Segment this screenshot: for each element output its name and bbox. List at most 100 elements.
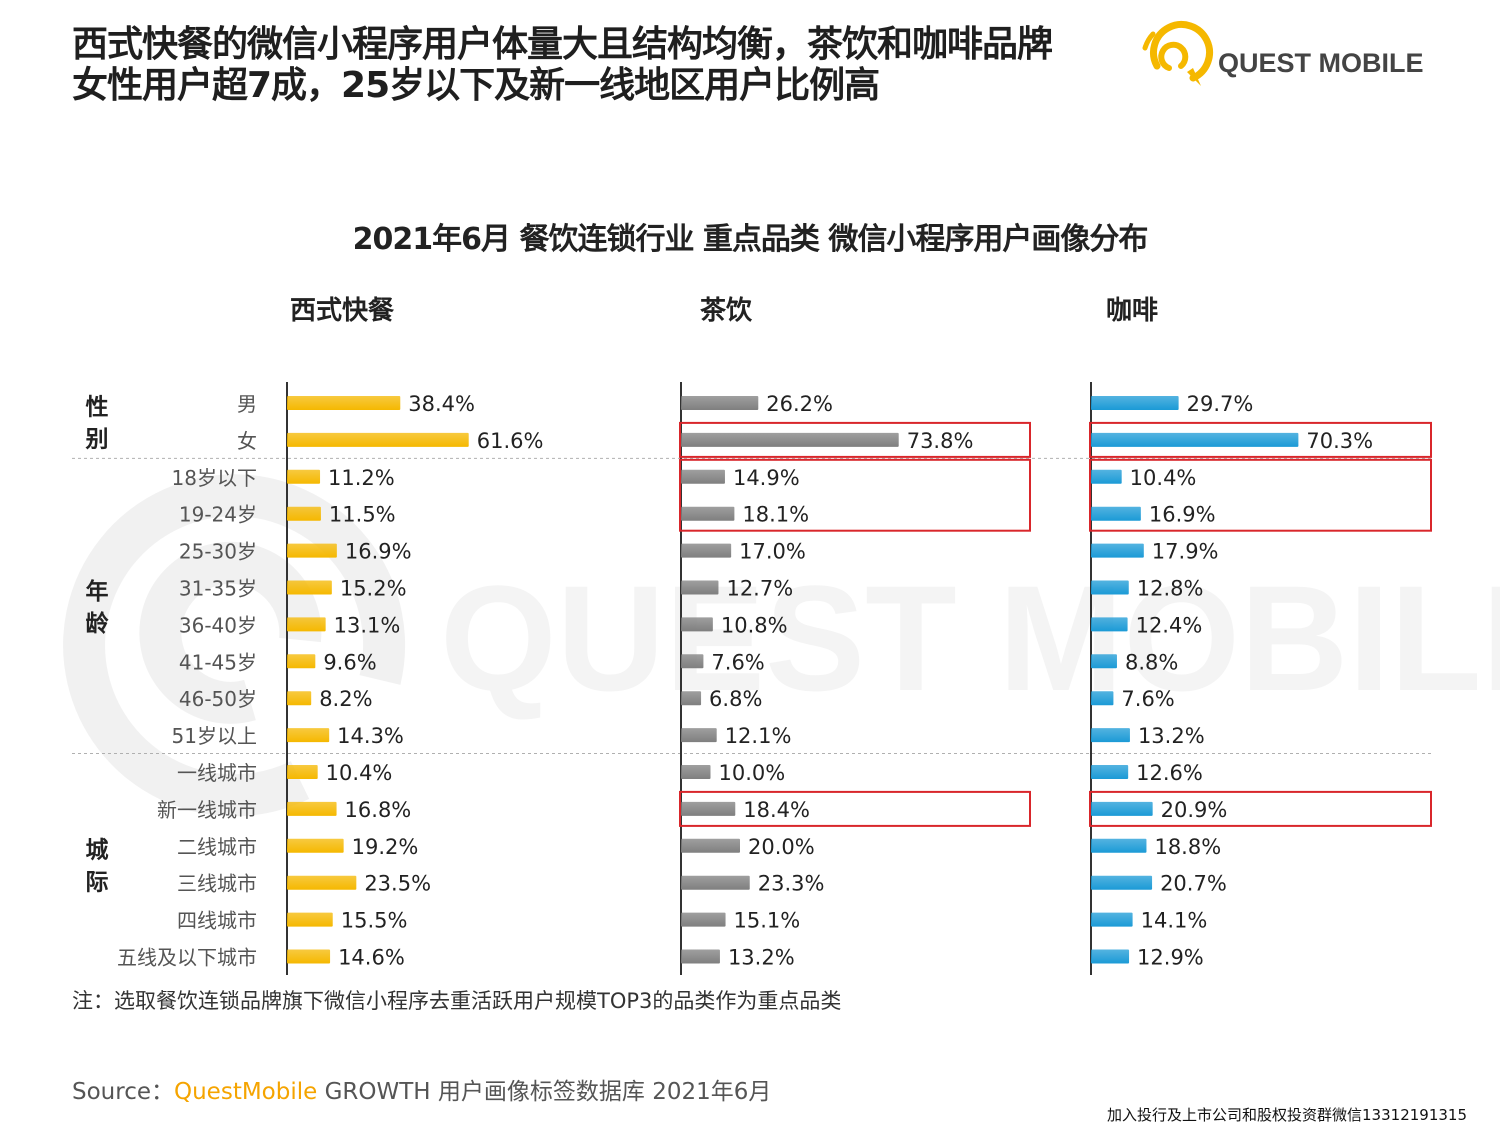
data-label: 18.1% [742, 503, 809, 527]
headline-line-1: 西式快餐的微信小程序用户体量大且结构均衡，茶饮和咖啡品牌 [72, 24, 1053, 65]
data-label: 7.6% [1121, 687, 1174, 711]
category-label: 19-24岁 [179, 503, 257, 527]
panel-title-tea: 茶饮 [700, 296, 753, 326]
category-label: 51岁以上 [172, 724, 257, 748]
data-label: 6.8% [709, 687, 762, 711]
data-label: 14.6% [338, 946, 405, 970]
bar [1091, 691, 1114, 706]
data-label: 73.8% [907, 429, 974, 453]
group-label-char: 龄 [86, 610, 110, 637]
bar [681, 432, 899, 447]
data-label: 9.6% [323, 650, 376, 674]
bar [1091, 949, 1130, 964]
bar [1091, 543, 1144, 558]
category-label: 31-35岁 [179, 577, 257, 601]
bar [681, 654, 704, 669]
bar [287, 728, 330, 743]
category-label: 25-30岁 [179, 540, 257, 564]
bar [681, 617, 713, 632]
category-label: 男 [237, 392, 257, 416]
bar [287, 469, 321, 484]
bar [287, 580, 332, 595]
data-label: 10.8% [721, 613, 788, 637]
bar [681, 838, 740, 853]
data-label: 8.2% [319, 687, 372, 711]
source-brand: QuestMobile [174, 1079, 318, 1105]
bar [681, 506, 735, 521]
bar [1091, 875, 1153, 890]
data-label: 18.4% [743, 798, 810, 822]
source-rest: GROWTH 用户画像标签数据库 2021年6月 [317, 1079, 772, 1105]
bar [681, 691, 702, 706]
bar [287, 691, 312, 706]
data-label: 20.0% [748, 835, 815, 859]
data-label: 14.9% [733, 466, 800, 490]
data-label: 16.9% [1149, 503, 1216, 527]
data-label: 12.8% [1137, 577, 1204, 601]
bar [287, 543, 337, 558]
data-label: 12.7% [726, 577, 793, 601]
bar [681, 801, 736, 816]
category-label: 女 [237, 429, 257, 453]
source-line: Source：QuestMobile GROWTH 用户画像标签数据库 2021… [72, 1072, 771, 1106]
data-label: 23.5% [364, 872, 431, 896]
watermark-text: QUEST MOBILE [440, 554, 1500, 722]
category-label: 新一线城市 [157, 798, 257, 822]
highlight-box [679, 790, 1031, 827]
data-label: 8.8% [1125, 650, 1178, 674]
category-label: 18岁以下 [172, 466, 257, 490]
data-label: 20.9% [1161, 798, 1228, 822]
data-label: 29.7% [1187, 392, 1254, 416]
group-label-char: 城 [86, 836, 109, 863]
group-label-char: 年 [86, 578, 109, 605]
highlight-box [1089, 458, 1432, 532]
data-label: 7.6% [711, 650, 764, 674]
bar [287, 912, 333, 927]
bar [681, 469, 725, 484]
chart-note: 注：选取餐饮连锁品牌旗下微信小程序去重活跃用户规模TOP3的品类作为重点品类 [72, 989, 842, 1013]
bar [1091, 432, 1299, 447]
bar [1091, 801, 1153, 816]
data-label: 17.9% [1152, 540, 1219, 564]
bar [1091, 838, 1147, 853]
data-label: 18.8% [1154, 835, 1221, 859]
data-label: 13.2% [728, 946, 795, 970]
data-label: 16.9% [345, 540, 412, 564]
data-label: 61.6% [477, 429, 544, 453]
data-label: 14.1% [1141, 909, 1208, 933]
data-label: 20.7% [1160, 872, 1227, 896]
headline: 西式快餐的微信小程序用户体量大且结构均衡，茶饮和咖啡品牌 女性用户超7成，25岁… [72, 24, 1132, 106]
data-label: 15.1% [734, 909, 801, 933]
bar [1091, 617, 1128, 632]
quest-mobile-logo-icon [1142, 21, 1213, 86]
data-label: 26.2% [766, 392, 833, 416]
bar [1091, 728, 1130, 743]
category-label: 36-40岁 [179, 613, 257, 637]
category-label: 四线城市 [177, 909, 257, 933]
bar [1091, 580, 1129, 595]
bar [287, 432, 469, 447]
data-label: 12.1% [725, 724, 792, 748]
bar [287, 875, 357, 890]
category-label: 46-50岁 [179, 687, 257, 711]
logo-text: QUEST MOBILE [1218, 48, 1424, 78]
data-label: 11.5% [329, 503, 396, 527]
bar [1091, 912, 1133, 927]
data-label: 70.3% [1306, 429, 1373, 453]
bar [681, 765, 711, 779]
bar [287, 765, 318, 779]
data-label: 13.1% [334, 613, 401, 637]
data-label: 15.5% [341, 909, 408, 933]
bar [1091, 396, 1179, 410]
bar [1091, 765, 1129, 779]
highlight-box [679, 421, 1031, 458]
chart-title: 2021年6月 餐饮连锁行业 重点品类 微信小程序用户画像分布 [352, 222, 1149, 257]
data-label: 10.0% [719, 761, 786, 785]
highlight-box [1089, 421, 1432, 458]
data-label: 12.6% [1136, 761, 1203, 785]
panel-title-fastfood: 西式快餐 [290, 296, 395, 326]
data-label: 12.4% [1136, 613, 1203, 637]
data-label: 16.8% [345, 798, 412, 822]
group-label-char: 际 [86, 869, 109, 895]
bar [287, 801, 337, 816]
